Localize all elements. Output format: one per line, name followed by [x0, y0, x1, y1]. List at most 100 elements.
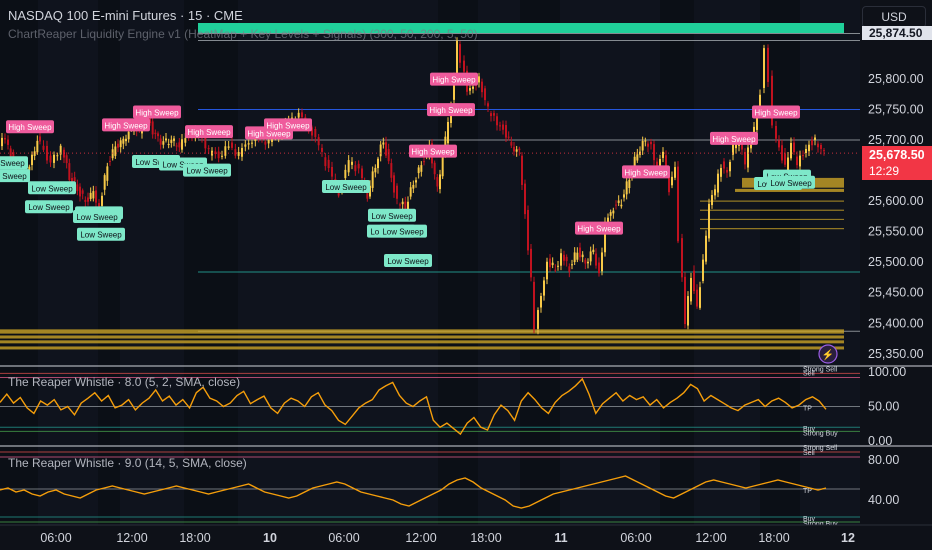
candle-body — [103, 175, 106, 190]
low-sweep-label: Low Sweep — [186, 167, 228, 176]
candle-body — [327, 159, 330, 169]
candle-body — [690, 278, 692, 302]
candle-body — [39, 136, 41, 142]
candle-body — [744, 151, 746, 165]
low-sweep-label: Low Sweep — [76, 213, 118, 222]
candle-body — [399, 204, 401, 206]
candle-body — [436, 177, 439, 187]
candle-body — [42, 145, 45, 150]
candle-body — [4, 137, 6, 140]
low-sweep-label: Low Sweep — [371, 212, 413, 221]
candle-body — [759, 94, 761, 114]
candle-body — [521, 155, 523, 185]
candle-body — [76, 184, 79, 192]
candle-body — [674, 167, 676, 178]
candle-body — [89, 192, 92, 199]
candle-body — [165, 138, 167, 141]
candle-body — [705, 235, 707, 262]
candle-body — [487, 103, 489, 107]
candle-body — [463, 60, 465, 72]
candle-body — [159, 138, 162, 145]
candle-body — [357, 163, 360, 169]
candle-body — [114, 146, 117, 156]
high-sweep-label: High Sweep — [577, 225, 621, 234]
candle-body — [493, 113, 495, 116]
low-sweep-marker — [73, 209, 121, 223]
candle-body — [366, 188, 369, 199]
candle-body — [251, 142, 253, 144]
price-tick-label: 25,700.00 — [868, 133, 924, 147]
osc2-zone-label: Sell — [803, 450, 815, 457]
candle-body — [469, 88, 471, 91]
candle-body — [379, 144, 382, 157]
currency-button[interactable]: USD — [862, 6, 926, 28]
low-sweep-marker — [368, 208, 416, 222]
osc2-zone-label: Strong Sell — [803, 445, 838, 452]
candle-body — [401, 201, 404, 205]
osc2-zone-label: TP — [803, 488, 812, 495]
candle-body — [763, 48, 765, 88]
candle-body — [723, 161, 725, 169]
time-tick-label: 06:00 — [40, 531, 71, 545]
candle-body — [53, 154, 55, 163]
candle-body — [46, 145, 48, 161]
candle-body — [714, 189, 716, 196]
candle-body — [708, 203, 710, 239]
session-band — [184, 0, 238, 525]
time-tick-label: 18:00 — [179, 531, 210, 545]
candle-body — [571, 264, 573, 266]
candle-body — [573, 252, 576, 262]
candle-body — [563, 254, 565, 261]
candle-body — [481, 81, 483, 93]
candle-body — [117, 143, 119, 148]
candle-body — [671, 176, 673, 186]
candle-body — [409, 187, 412, 197]
candle-body — [693, 270, 695, 292]
candle-body — [412, 184, 415, 189]
candle-body — [33, 151, 36, 156]
candle-body — [628, 179, 631, 189]
candle-body — [543, 280, 545, 296]
candle-body — [814, 137, 816, 140]
symbol-title[interactable]: NASDAQ 100 E-mini Futures · 15 · CME — [8, 8, 243, 23]
candle-body — [787, 157, 789, 171]
candle-body — [73, 177, 76, 182]
candle-body — [589, 251, 592, 262]
candle-body — [584, 259, 587, 264]
candle-body — [653, 144, 655, 161]
study-title[interactable]: ChartReaper Liquidity Engine v1 (HeatMap… — [8, 27, 478, 41]
top-highlight-bar — [198, 23, 844, 33]
high-sweep-marker — [430, 72, 478, 86]
candle-body — [753, 126, 755, 137]
candle-body — [636, 154, 639, 161]
candle-body — [433, 162, 436, 175]
candle-body — [178, 142, 181, 148]
candle-body — [49, 155, 52, 163]
candle-body — [214, 151, 217, 155]
osc2-zone-label: Buy — [803, 516, 816, 523]
candle-body — [510, 142, 513, 146]
high-sweep-label: High Sweep — [754, 109, 798, 118]
time-axis-bg — [0, 525, 932, 550]
candle-body — [560, 253, 562, 266]
candle-body — [81, 190, 84, 194]
low-sweep-marker — [28, 181, 76, 195]
candle-body — [518, 148, 521, 151]
price-tick-label: 25,500.00 — [868, 255, 924, 269]
osc1-line — [0, 377, 827, 436]
candle-body — [385, 142, 387, 156]
candle-body — [505, 125, 507, 138]
oscillator-1-title[interactable]: The Reaper Whistle · 8.0 (5, 2, SMA, clo… — [8, 375, 241, 389]
high-sweep-label: High Sweep — [8, 123, 52, 132]
candle-body — [756, 117, 758, 130]
candle-body — [68, 163, 71, 180]
osc1-zone-label: Strong Sell — [803, 366, 838, 373]
candle-body — [617, 200, 620, 203]
candle-body — [729, 162, 731, 172]
candle-body — [720, 168, 722, 177]
time-tick-label: 12:00 — [116, 531, 147, 545]
candle-body — [478, 76, 480, 83]
oscillator-2-title[interactable]: The Reaper Whistle · 9.0 (14, 5, SMA, cl… — [8, 456, 247, 470]
candle-body — [311, 127, 313, 136]
